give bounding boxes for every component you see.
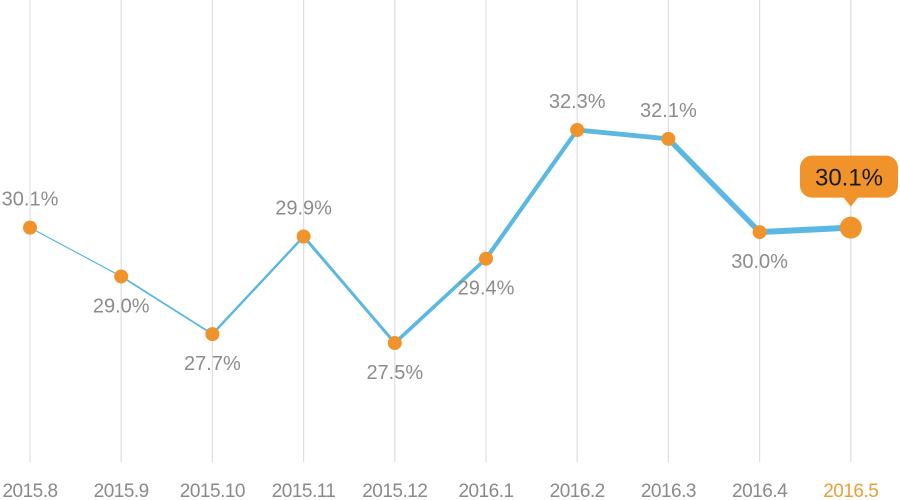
x-tick-label: 2016.2	[550, 481, 605, 500]
x-tick-label: 2016.4	[732, 481, 788, 500]
highlight-callout: 30.1%	[800, 155, 898, 207]
series-line	[29, 127, 854, 345]
data-label: 30.0%	[731, 251, 788, 273]
x-tick-label: 2016.3	[641, 481, 696, 500]
highlight-point-marker	[839, 216, 862, 239]
data-point-marker	[479, 251, 493, 266]
data-labels: 30.1% 29.0% 27.7% 29.9% 27.5% 29.4% 32.3% 32.1%…	[2, 91, 789, 384]
series-line-segment	[29, 227, 122, 278]
data-point-marker	[661, 131, 676, 146]
data-label: 32.3%	[549, 91, 606, 113]
series-line-segment	[483, 127, 580, 261]
x-tick-label: 2016.1	[458, 481, 513, 500]
data-label: 32.1%	[640, 100, 697, 122]
grid-lines	[29, 0, 852, 462]
data-label: 27.5%	[366, 362, 423, 384]
data-label: 30.1%	[2, 189, 59, 211]
series-line-segment	[756, 224, 854, 236]
data-point-marker	[296, 229, 311, 244]
series-line-segment	[211, 235, 305, 336]
x-tick-label: 2015.11	[272, 481, 336, 500]
x-axis-tick-labels: 2015.8 2015.9 2015.10 2015.11 2015.12 2016.1 2…	[2, 481, 878, 500]
series-line-segment	[120, 275, 214, 336]
series-line-segment	[392, 256, 488, 345]
data-label: 29.9%	[275, 198, 332, 220]
data-label: 27.7%	[184, 353, 241, 375]
data-label: 29.0%	[93, 295, 150, 317]
x-tick-label: 2015.12	[362, 481, 427, 500]
data-point-marker	[205, 327, 220, 342]
series-line-segment	[665, 136, 763, 235]
data-point-marker	[570, 123, 585, 137]
x-tick-label: 2015.10	[180, 481, 245, 500]
callout-pointer	[842, 196, 859, 207]
data-point-marker	[114, 269, 129, 284]
series-line-segment	[302, 235, 397, 345]
data-point-marker	[387, 336, 402, 350]
data-point-marker	[23, 220, 37, 235]
x-tick-label-highlight: 2016.5	[823, 481, 878, 500]
x-tick-label: 2015.9	[94, 481, 149, 500]
data-markers	[23, 123, 862, 350]
data-point-marker	[752, 225, 767, 240]
callout-label: 30.1%	[815, 165, 883, 192]
data-label: 29.4%	[458, 278, 515, 300]
series-line-segment	[574, 127, 671, 142]
callout-bubble	[800, 155, 898, 198]
x-tick-label: 2015.8	[2, 481, 57, 500]
